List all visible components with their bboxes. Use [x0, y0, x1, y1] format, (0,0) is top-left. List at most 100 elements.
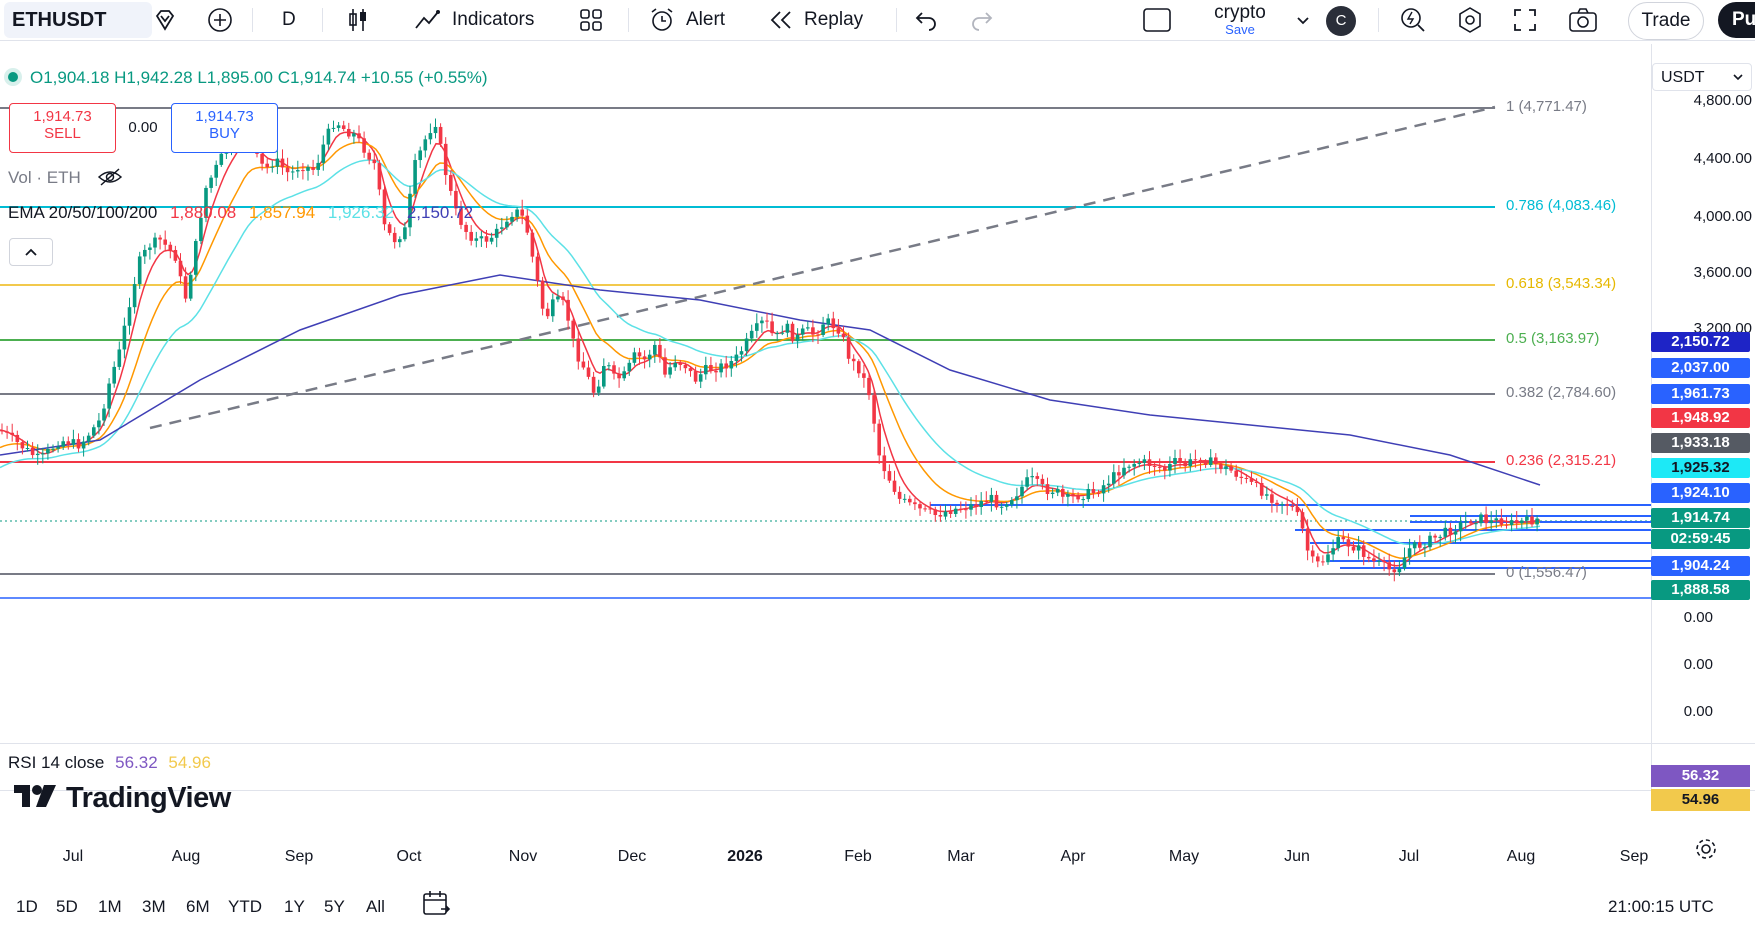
candle-body [1372, 558, 1376, 562]
replay-button[interactable]: Replay [768, 0, 863, 40]
interval-button[interactable]: D [282, 9, 296, 30]
ema20-line[interactable] [0, 131, 1541, 567]
candle-body [800, 328, 805, 335]
candle-body [469, 231, 473, 241]
trade-button[interactable]: Trade [1628, 2, 1704, 40]
candle-body [183, 276, 188, 299]
candle-body [443, 143, 448, 176]
candle-body [500, 227, 504, 229]
candle-body [1122, 467, 1126, 476]
candle-body [1438, 536, 1442, 538]
buy-button[interactable]: 1,914.73 BUY [171, 103, 278, 153]
ema-legend[interactable]: EMA 20/50/100/200 1,880.08 1,857.94 1,92… [8, 203, 473, 223]
volume-legend[interactable]: Vol · ETH [8, 167, 123, 192]
rsi-legend[interactable]: RSI 14 close 56.32 54.96 [8, 753, 211, 773]
fib-level-label: 0.786 (4,083.46) [1506, 197, 1617, 214]
range-button-1m[interactable]: 1M [98, 897, 122, 916]
ema50-line[interactable] [0, 141, 1541, 559]
ema-label: EMA 20/50/100/200 [8, 203, 158, 222]
candle-body [887, 471, 892, 481]
candle-body [739, 351, 744, 355]
range-button-5d[interactable]: 5D [56, 897, 78, 916]
indicators-button[interactable]: Indicators [414, 0, 534, 40]
range-button-6m[interactable]: 6M [186, 897, 210, 916]
open-value: O1,904.18 [30, 68, 110, 87]
candle-body [209, 177, 213, 188]
candle-body [551, 299, 555, 317]
eye-off-icon[interactable] [97, 167, 123, 192]
range-button-ytd[interactable]: YTD [228, 897, 262, 916]
axis-settings-icon[interactable] [1694, 837, 1718, 866]
range-button-5y[interactable]: 5Y [324, 897, 345, 916]
candle-body [851, 358, 856, 362]
range-button-1d[interactable]: 1D [16, 897, 38, 916]
candle-body [459, 208, 463, 225]
candle-body [790, 323, 795, 342]
redo-icon[interactable] [970, 0, 994, 40]
candle-body [816, 334, 820, 336]
time-axis-label: Nov [508, 848, 538, 865]
candles-icon[interactable] [346, 0, 370, 40]
main-chart[interactable] [0, 44, 1651, 750]
undo-icon[interactable] [914, 0, 938, 40]
candle-body [596, 386, 601, 393]
camera-icon[interactable] [1568, 0, 1598, 40]
candle-body [56, 446, 60, 449]
avatar[interactable]: C [1326, 6, 1356, 36]
lightning-search-icon[interactable] [1398, 0, 1428, 40]
range-button-all[interactable]: All [366, 897, 385, 916]
candle-body [1101, 485, 1106, 494]
templates-icon[interactable] [578, 0, 604, 40]
settings-icon[interactable] [1456, 0, 1484, 40]
ema200-line[interactable] [0, 274, 1541, 486]
collapse-legend-button[interactable] [9, 238, 53, 266]
price-tag: 1,914.74 [1651, 508, 1750, 528]
candle-body [913, 502, 917, 505]
candle-body [306, 167, 310, 171]
candle-body [1061, 488, 1065, 497]
tradingview-logo-icon [12, 783, 58, 814]
diamond-icon[interactable] [152, 0, 178, 40]
candle-body [673, 362, 677, 368]
candle-body [1239, 476, 1244, 478]
trend-line[interactable] [149, 105, 1496, 430]
currency-select[interactable]: USDT [1652, 63, 1752, 91]
range-button-3m[interactable]: 3M [142, 897, 166, 916]
replay-label: Replay [804, 9, 864, 30]
candle-body [1224, 466, 1228, 469]
utc-clock[interactable]: 21:00:15 UTC [1608, 897, 1714, 916]
time-axis-label: May [1168, 848, 1200, 865]
tradingview-logo[interactable]: TradingView [12, 782, 231, 815]
chevron-down-icon[interactable] [1295, 0, 1311, 40]
candle-body [811, 327, 815, 335]
layout-name-button[interactable]: crypto Save [1200, 3, 1280, 37]
candle-body [688, 368, 693, 372]
go-to-date-icon[interactable] [421, 889, 451, 922]
sell-button[interactable]: 1,914.73 SELL [9, 103, 116, 153]
candle-body [877, 423, 881, 456]
candle-body [1494, 518, 1499, 521]
candle-body [107, 383, 111, 409]
candle-body [1458, 522, 1463, 532]
add-symbol-icon[interactable] [206, 0, 234, 40]
ema50-value: 1,857.94 [249, 203, 316, 222]
candle-body [581, 361, 586, 368]
candle-body [1520, 520, 1524, 524]
ema100-line[interactable] [0, 159, 1541, 546]
fullscreen-icon[interactable] [1512, 0, 1538, 40]
rsi-value: 56.32 [115, 753, 158, 772]
candle-body [867, 377, 871, 396]
candle-body [352, 133, 356, 137]
alert-button[interactable]: Alert [648, 0, 725, 40]
publish-button[interactable]: Pu [1718, 2, 1755, 38]
ohlc-legend: O1,904.18 H1,942.28 L1,895.00 C1,914.74 … [8, 68, 488, 88]
layout-select-icon[interactable] [1142, 0, 1172, 40]
candle-body [1418, 542, 1422, 548]
candle-body [336, 125, 341, 128]
candle-body [1112, 472, 1116, 484]
symbol-search-button[interactable]: ETHUSDT [4, 2, 152, 38]
candle-body [576, 338, 581, 362]
candle-body [1188, 459, 1193, 467]
range-button-1y[interactable]: 1Y [284, 897, 305, 916]
candle-body [102, 408, 106, 421]
